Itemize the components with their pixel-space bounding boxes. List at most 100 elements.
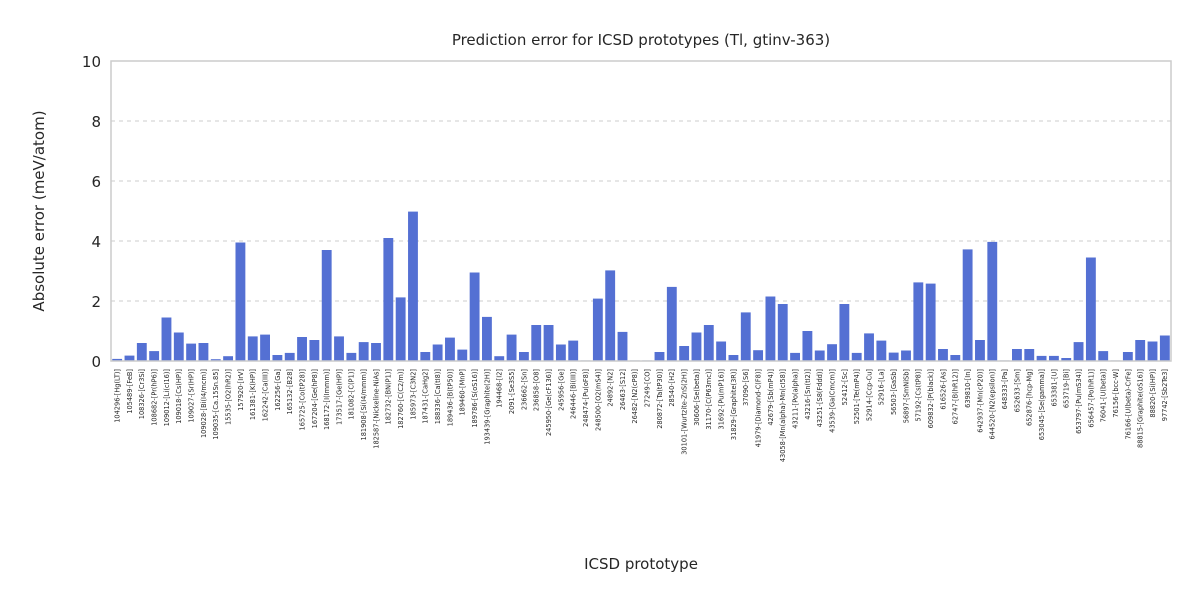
bar <box>740 312 751 361</box>
bar <box>765 296 776 361</box>
bar <box>1036 355 1047 361</box>
x-tick-label: 181908-[Si(I4/mmm)] <box>360 369 368 441</box>
x-tick-label: 43251-[S8(Fddd)] <box>816 369 824 427</box>
x-tick-label: 97742-[Sb2Te3] <box>1161 369 1169 421</box>
bar <box>555 344 566 361</box>
x-tick-label: 56897-[SmNiSb] <box>902 369 910 423</box>
x-tick-label: 56503-[GaSb] <box>890 369 898 415</box>
bar <box>1073 342 1084 361</box>
x-tick-label: 41979-[Diamond-C(F8)] <box>754 369 762 447</box>
bar <box>1147 341 1158 361</box>
x-tick-label: 189460-[MnP] <box>459 369 467 416</box>
x-tick-label: 30101-[Wurtzite-ZnS(2H)] <box>681 369 689 455</box>
bar <box>173 332 184 361</box>
x-tick-label: 165725-[Co(tP28)] <box>298 369 306 430</box>
x-tick-label: 248500-[O2(mS4)] <box>594 369 602 431</box>
x-tick-label: 27249-[CO] <box>644 369 652 407</box>
x-tick-label: 28540-[H2] <box>668 369 676 407</box>
y-tick-label: 0 <box>91 353 101 371</box>
bar <box>124 355 135 361</box>
x-tick-label: 185973-[C3N2] <box>409 369 417 420</box>
bar <box>802 331 813 361</box>
y-tick-labels: 0 2 4 6 8 10 <box>82 53 101 371</box>
x-tick-label: 182732-[BN(P1)] <box>385 369 393 424</box>
bar <box>901 350 911 361</box>
x-tick-label: 88815-[Graphite(oS16)] <box>1137 369 1145 448</box>
bar <box>913 282 924 361</box>
y-axis-label: Absolute error (meV/atom) <box>30 110 48 311</box>
x-tick-label: 109028-[Bi(I4/mcm)] <box>200 369 208 438</box>
bar <box>568 340 579 361</box>
bar <box>839 304 850 361</box>
x-tick-label: 644520-[N2(epsilon)] <box>989 369 997 440</box>
bar <box>827 344 837 361</box>
x-tick-label: 165132-[B28] <box>286 369 294 415</box>
bar <box>728 355 739 361</box>
x-tick-label: 76166-[U(beta)-CrFe] <box>1124 369 1132 440</box>
bars <box>112 211 1170 361</box>
x-tick-label: 109035-[Ca.15Sn.85] <box>212 369 220 440</box>
x-tick-label: 642937-[Mn(cP20)] <box>976 369 984 433</box>
x-tick-label: 189436-[B(tP50)] <box>446 369 454 426</box>
bar <box>260 334 270 361</box>
bar <box>531 325 542 361</box>
x-tick-label: 109012-[Li(cI16)] <box>163 369 171 426</box>
bar <box>247 336 258 361</box>
x-tick-label: 109027-[Sr(HP)] <box>188 369 196 423</box>
x-tick-label: 52914-[Ccp-Cu] <box>865 369 873 421</box>
bar <box>136 343 147 361</box>
y-tick-label: 10 <box>82 53 101 71</box>
bar <box>666 286 677 361</box>
x-tick-label: 248474-[Pu(oF8)] <box>582 369 590 427</box>
y-tick-label: 2 <box>91 293 101 311</box>
bar <box>223 356 234 361</box>
bar <box>950 355 961 361</box>
bar <box>469 272 480 361</box>
x-tick-label: 109018-[Cs(HP)] <box>175 369 183 424</box>
bar <box>1048 355 1059 361</box>
bar <box>1024 349 1035 361</box>
bar <box>408 211 418 361</box>
y-tick-label: 4 <box>91 233 101 251</box>
bar <box>149 351 160 361</box>
bar <box>716 341 727 361</box>
bar <box>1085 257 1096 361</box>
bar <box>592 298 603 361</box>
x-tick-label: 76041-[U(beta)] <box>1100 369 1108 422</box>
x-tick-label: 182760-[C(C2/m)] <box>397 369 405 429</box>
bar <box>790 352 800 361</box>
x-tick-label: 236662-[Sn] <box>520 369 528 410</box>
x-tick-label: 88820-[Si(HP)] <box>1149 369 1157 418</box>
bar <box>543 325 554 361</box>
bar <box>617 331 628 361</box>
x-tick-label: 31692-[Pu(mP16)] <box>718 369 726 429</box>
bar <box>1098 351 1109 361</box>
x-tick-label: 52412-[Sc] <box>841 369 849 405</box>
bar <box>679 346 690 361</box>
bar <box>987 241 998 361</box>
bar <box>1012 349 1022 361</box>
bar <box>198 343 209 361</box>
x-tick-label: 37090-[S6] <box>742 369 750 406</box>
x-tick-label: 181082-[C(P1)] <box>348 369 356 420</box>
bar <box>864 333 874 361</box>
x-tick-label: 157920-[IrV] <box>237 369 245 411</box>
x-tick-label: 42679-[Sb(mP4)] <box>767 369 775 426</box>
x-tick-label: 193439-[Graphite(2H)] <box>483 369 491 445</box>
x-tick-label: 43539-[Ga(Cmcm)] <box>828 369 836 433</box>
x-tick-label: 105489-[FeB] <box>126 369 134 414</box>
bar <box>494 356 505 361</box>
bar <box>383 238 394 361</box>
x-tick-label: 246446-[Bi(III)] <box>570 369 578 419</box>
y-tick-label: 8 <box>91 113 101 131</box>
bar <box>703 325 714 361</box>
bar <box>876 340 887 361</box>
bar <box>334 336 344 361</box>
x-tick-label: 652633-[Sm] <box>1013 369 1021 412</box>
bar <box>297 337 307 361</box>
bar <box>210 359 221 361</box>
x-tick-label: 52916-[La] <box>878 369 886 405</box>
x-tick-label: 162242-[Ca(III)] <box>261 369 269 421</box>
bar <box>457 349 468 361</box>
